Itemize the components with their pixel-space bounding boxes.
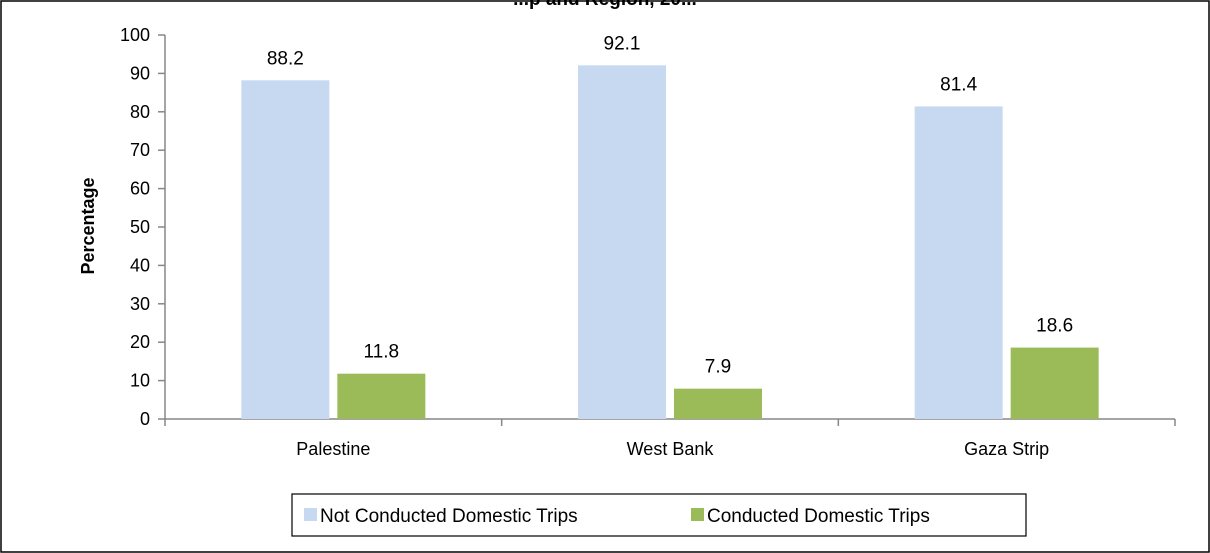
- y-tick-label: 40: [130, 255, 150, 275]
- y-tick-label: 70: [130, 140, 150, 160]
- data-label: 92.1: [604, 33, 641, 54]
- bar-not-conducted-gaza-strip: [914, 106, 1003, 419]
- bar-not-conducted-palestine: [241, 80, 330, 419]
- data-labels-group: 88.2 11.8 92.1 7.9 81.4 18.6: [267, 33, 1073, 377]
- y-tick-label: 10: [130, 371, 150, 391]
- bar-series-group: [241, 65, 1099, 419]
- y-tick-label: 50: [130, 217, 150, 237]
- y-tick-label: 60: [130, 179, 150, 199]
- y-axis-ticks: 0 10 20 30 40 50 60 70 80 90 100: [120, 25, 165, 429]
- y-tick-label: 80: [130, 102, 150, 122]
- data-label: 88.2: [267, 48, 304, 69]
- bar-conducted-palestine: [337, 373, 426, 419]
- y-tick-label: 100: [120, 25, 150, 45]
- data-label: 18.6: [1036, 316, 1073, 337]
- y-tick-label: 0: [140, 409, 150, 429]
- legend-box: [291, 493, 1027, 537]
- data-label: 81.4: [940, 74, 977, 95]
- data-label: 11.8: [364, 342, 400, 363]
- y-tick-label: 30: [130, 294, 150, 314]
- chart-title: ...p and Region, 20...: [513, 0, 697, 10]
- data-label: 7.9: [705, 357, 731, 378]
- legend-label-not-conducted: Not Conducted Domestic Trips: [320, 506, 578, 527]
- x-tick-label: West Bank: [627, 439, 715, 459]
- y-tick-label: 20: [130, 332, 150, 352]
- x-tick-label: Gaza Strip: [964, 439, 1049, 459]
- bar-not-conducted-west-bank: [578, 65, 666, 419]
- legend-swatch-conducted: [691, 508, 704, 521]
- legend-label-conducted: Conducted Domestic Trips: [707, 506, 930, 527]
- y-axis-title: Percentage: [78, 177, 98, 274]
- bar-conducted-gaza-strip: [1010, 347, 1099, 419]
- x-axis-ticks: Palestine West Bank Gaza Strip: [164, 419, 1176, 459]
- legend-swatch-not-conducted: [304, 508, 317, 521]
- x-tick-label: Palestine: [296, 439, 370, 459]
- bar-conducted-west-bank: [674, 388, 762, 419]
- y-tick-label: 90: [130, 63, 150, 83]
- legend: Not Conducted Domestic Trips Conducted D…: [291, 493, 1027, 537]
